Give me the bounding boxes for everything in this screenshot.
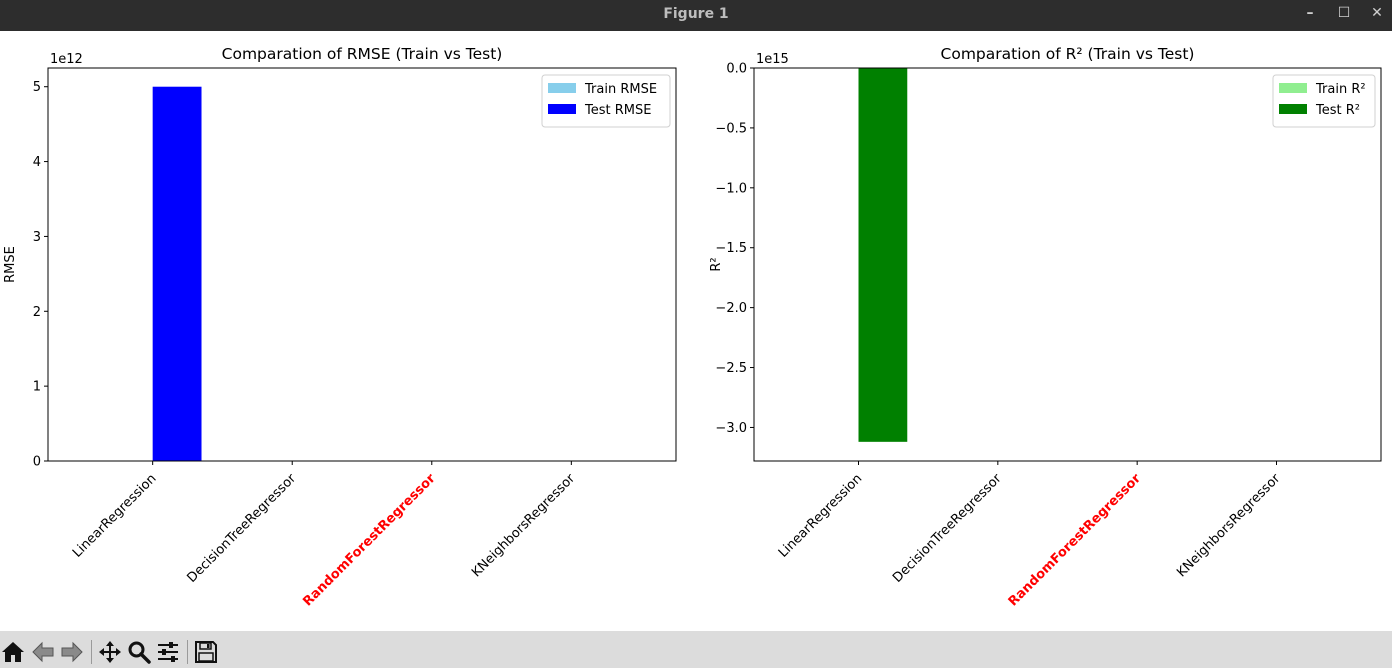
chart-title: Comparation of RMSE (Train vs Test) xyxy=(222,45,503,63)
legend-label: Train R² xyxy=(1315,82,1366,97)
figure-canvas: 0 1 2 3 4 5 LinearRegression DecisionTreeRegres… xyxy=(0,31,1392,631)
pan-icon xyxy=(99,641,121,663)
toolbar-separator xyxy=(91,640,92,664)
y-tick-label: 5 xyxy=(33,80,41,95)
save-icon xyxy=(195,641,217,663)
legend-swatch-test-r- xyxy=(1279,104,1307,114)
legend-label: Train RMSE xyxy=(584,82,657,97)
y-tick-label: −1.5 xyxy=(715,241,747,256)
home-button[interactable] xyxy=(0,639,26,665)
y-tick-label: −2.5 xyxy=(715,361,747,376)
bar-test-r--0 xyxy=(858,68,908,442)
y-tick-label: 0 xyxy=(33,455,41,470)
x-tick-label: KNeighborsRegressor xyxy=(469,471,579,581)
chart-title: Comparation of R² (Train vs Test) xyxy=(941,45,1195,63)
y-offset-text: 1e12 xyxy=(50,52,83,67)
close-button[interactable]: ✕ xyxy=(1371,5,1383,21)
configure-subplots-icon xyxy=(158,642,178,662)
zoom-icon xyxy=(128,641,151,664)
y-tick-label: 2 xyxy=(33,305,41,320)
zoom-button[interactable] xyxy=(126,639,152,665)
y-tick-label: 3 xyxy=(33,230,41,245)
axes-frame xyxy=(47,67,677,462)
x-tick-label: LinearRegression xyxy=(776,471,865,560)
x-tick-label: DecisionTreeRegressor xyxy=(184,471,299,586)
x-tick-label: RandomForestRegressor xyxy=(300,471,439,610)
window-title: Figure 1 xyxy=(663,6,729,22)
back-button[interactable] xyxy=(30,639,56,665)
toolbar-separator xyxy=(187,640,188,664)
y-tick-label: −2.0 xyxy=(715,301,747,316)
minimize-button[interactable]: – xyxy=(1306,5,1314,21)
window-titlebar: Figure 1 – ☐ ✕ xyxy=(0,0,1392,31)
maximize-button[interactable]: ☐ xyxy=(1337,5,1351,21)
configure-subplots-button[interactable] xyxy=(155,639,181,665)
x-tick-label: LinearRegression xyxy=(70,471,159,560)
y-tick-label: 0.0 xyxy=(726,62,747,77)
axes-frame xyxy=(753,67,1382,462)
y-axis-label: R² xyxy=(709,257,724,271)
legend-label: Test R² xyxy=(1315,103,1360,118)
y-axis-label: RMSE xyxy=(3,246,18,283)
forward-button[interactable] xyxy=(59,639,85,665)
y-tick-label: 1 xyxy=(33,380,41,395)
bar-test-rmse-0 xyxy=(152,86,202,462)
y-tick-label: −1.0 xyxy=(715,181,747,196)
x-tick-label: RandomForestRegressor xyxy=(1006,471,1145,610)
navigation-toolbar xyxy=(0,631,1392,668)
y-tick-label: −0.5 xyxy=(715,121,747,136)
x-tick-label: DecisionTreeRegressor xyxy=(890,471,1005,586)
figure-svg: 0 1 2 3 4 5 LinearRegression DecisionTreeRegres… xyxy=(3,45,1382,610)
legend-swatch-test-rmse xyxy=(548,104,576,114)
legend-swatch-train-rmse xyxy=(548,83,576,93)
legend-swatch-train-r- xyxy=(1279,83,1307,93)
home-icon xyxy=(2,642,24,662)
back-arrow-icon xyxy=(32,641,54,663)
forward-arrow-icon xyxy=(61,641,83,663)
save-button[interactable] xyxy=(193,639,219,665)
y-tick-label: 4 xyxy=(33,155,41,170)
x-tick-label: KNeighborsRegressor xyxy=(1174,471,1284,581)
legend-label: Test RMSE xyxy=(584,103,651,118)
y-tick-label: −3.0 xyxy=(715,421,747,436)
y-offset-text: 1e15 xyxy=(756,52,789,67)
pan-button[interactable] xyxy=(97,639,123,665)
